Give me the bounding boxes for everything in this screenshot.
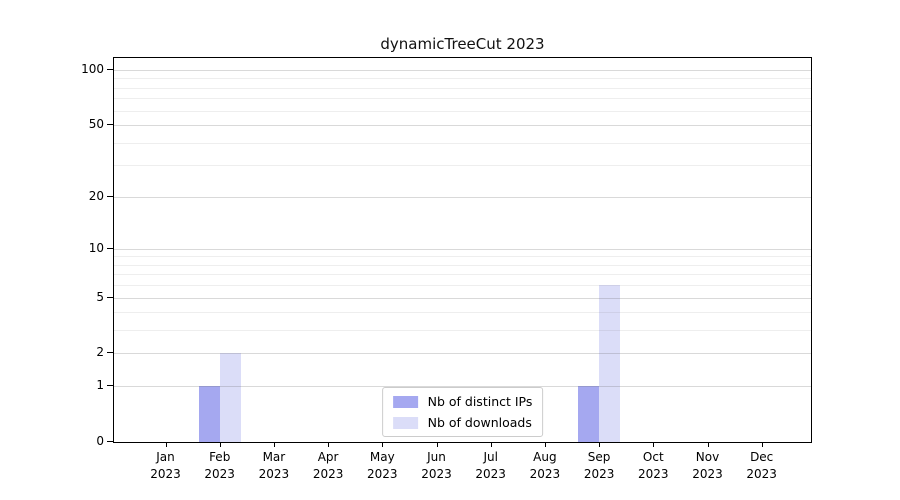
x-tick-year: 2023 bbox=[475, 467, 506, 481]
x-tick-year: 2023 bbox=[638, 467, 669, 481]
x-tick-year: 2023 bbox=[367, 467, 398, 481]
bar-downloads bbox=[599, 285, 621, 442]
x-tick-label: May 2023 bbox=[352, 449, 412, 483]
x-tick-year: 2023 bbox=[583, 467, 615, 481]
bar-distinct-ips bbox=[578, 386, 600, 442]
y-tick-mark bbox=[107, 296, 113, 298]
y-tick-mark bbox=[107, 69, 113, 70]
minor-gridline bbox=[114, 142, 811, 144]
y-tick-label: 20 bbox=[88, 188, 104, 203]
legend-entry-distinct-ips: Nb of distinct IPs bbox=[392, 394, 533, 409]
minor-gridline bbox=[114, 285, 811, 287]
x-tick-label: Mar 2023 bbox=[244, 449, 304, 483]
x-tick-mark bbox=[707, 443, 709, 447]
y-tick-mark bbox=[107, 247, 113, 249]
x-tick-mark bbox=[490, 443, 492, 447]
x-tick-month: Aug bbox=[533, 450, 557, 464]
minor-gridline bbox=[114, 110, 811, 112]
x-tick-month: Sep bbox=[587, 450, 611, 464]
y-tick-label: 5 bbox=[96, 289, 104, 304]
x-tick-mark bbox=[544, 443, 546, 447]
major-gridline bbox=[114, 70, 811, 71]
major-gridline bbox=[114, 125, 811, 127]
x-tick-mark bbox=[328, 443, 330, 447]
x-tick-year: 2023 bbox=[312, 467, 344, 481]
bar-downloads bbox=[219, 353, 241, 442]
x-tick-label: Jan 2023 bbox=[136, 449, 196, 483]
legend-label-downloads: Nb of downloads bbox=[427, 415, 532, 430]
x-tick-year: 2023 bbox=[258, 467, 290, 481]
minor-gridline bbox=[114, 165, 811, 167]
x-tick-label: Jun 2023 bbox=[407, 449, 467, 483]
x-tick-mark bbox=[761, 443, 763, 447]
plot-area: Nb of distinct IPs Nb of downloads bbox=[113, 57, 812, 443]
minor-gridline bbox=[114, 312, 811, 314]
x-tick-month: May bbox=[369, 450, 395, 464]
x-tick-mark bbox=[436, 443, 438, 447]
legend-swatch-downloads-icon bbox=[392, 416, 418, 429]
x-tick-month: Apr bbox=[317, 450, 339, 464]
x-tick-year: 2023 bbox=[150, 467, 181, 481]
legend-swatch-distinct-ips-icon bbox=[392, 395, 418, 408]
x-tick-label: Sep 2023 bbox=[569, 449, 629, 483]
minor-gridline bbox=[114, 87, 811, 89]
y-tick-label: 0 bbox=[96, 434, 104, 448]
y-tick-label: 2 bbox=[96, 345, 104, 360]
x-tick-label: Feb 2023 bbox=[190, 449, 250, 483]
x-tick-year: 2023 bbox=[692, 467, 723, 481]
x-tick-label: Aug 2023 bbox=[515, 449, 575, 483]
x-tick-month: Mar bbox=[262, 450, 286, 464]
y-tick-label: 1 bbox=[96, 378, 104, 393]
x-tick-year: 2023 bbox=[746, 467, 777, 481]
legend-label-distinct-ips: Nb of distinct IPs bbox=[427, 394, 533, 409]
x-tick-label: Oct 2023 bbox=[623, 449, 683, 483]
minor-gridline bbox=[114, 98, 811, 100]
x-tick-month: Jul bbox=[483, 450, 498, 464]
major-gridline bbox=[114, 196, 811, 198]
y-tick-mark bbox=[107, 124, 113, 126]
minor-gridline bbox=[114, 264, 811, 266]
x-tick-label: Jul 2023 bbox=[461, 449, 521, 483]
x-tick-label: Nov 2023 bbox=[678, 449, 738, 483]
x-tick-year: 2023 bbox=[529, 467, 561, 481]
y-tick-mark bbox=[107, 352, 113, 354]
x-tick-year: 2023 bbox=[421, 467, 452, 481]
x-tick-month: Jun bbox=[427, 450, 446, 464]
y-tick-mark bbox=[107, 195, 113, 197]
y-tick-mark bbox=[107, 441, 113, 442]
major-gridline bbox=[114, 297, 811, 299]
x-tick-year: 2023 bbox=[204, 467, 235, 481]
x-tick-mark bbox=[219, 443, 221, 447]
y-tick-label: 100 bbox=[81, 62, 104, 76]
x-tick-mark bbox=[382, 443, 384, 447]
x-tick-label: Apr 2023 bbox=[298, 449, 358, 483]
major-gridline bbox=[114, 353, 811, 355]
x-tick-month: Oct bbox=[642, 450, 664, 464]
major-gridline bbox=[114, 248, 811, 250]
x-tick-mark bbox=[165, 443, 167, 447]
x-tick-month: Jan bbox=[156, 450, 175, 464]
x-tick-month: Nov bbox=[695, 450, 720, 464]
x-tick-label: Dec 2023 bbox=[732, 449, 792, 483]
minor-gridline bbox=[114, 256, 811, 258]
minor-gridline bbox=[114, 274, 811, 276]
chart-title: dynamicTreeCut 2023 bbox=[380, 35, 545, 53]
minor-gridline bbox=[114, 330, 811, 332]
y-tick-label: 50 bbox=[88, 117, 104, 132]
y-tick-mark bbox=[107, 385, 113, 387]
x-tick-month: Feb bbox=[209, 450, 231, 464]
minor-gridline bbox=[114, 78, 811, 80]
x-tick-mark bbox=[273, 443, 275, 447]
x-tick-mark bbox=[599, 443, 601, 447]
legend-entry-downloads: Nb of downloads bbox=[392, 415, 533, 430]
x-tick-month: Dec bbox=[750, 450, 774, 464]
bar-distinct-ips bbox=[198, 386, 220, 442]
legend: Nb of distinct IPs Nb of downloads bbox=[381, 387, 544, 437]
y-tick-label: 10 bbox=[88, 240, 104, 255]
x-tick-mark bbox=[653, 443, 655, 447]
